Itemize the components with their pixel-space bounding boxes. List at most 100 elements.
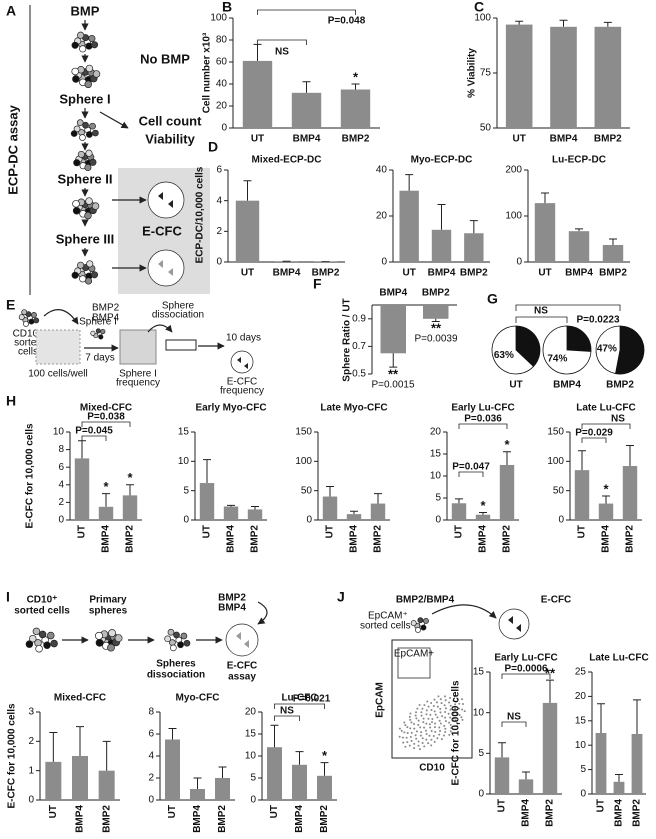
- error-bar: [251, 506, 259, 510]
- annotation: P=0.0015: [371, 380, 415, 391]
- error-bar: [102, 740, 111, 771]
- flow-dot: [439, 730, 442, 733]
- colony: [237, 357, 248, 369]
- annotation: *: [353, 69, 359, 84]
- flow-dot: [438, 726, 441, 729]
- x-tick-label: UT: [251, 134, 264, 145]
- sphere-cell: [28, 318, 35, 325]
- label: BMP2/BMP4: [396, 595, 455, 606]
- chart-title: Myo-ECP-DC: [411, 155, 473, 166]
- sphere-cell: [70, 130, 78, 137]
- bar: [223, 506, 239, 520]
- label: E-CFC: [541, 595, 572, 606]
- error-bar: [522, 771, 530, 780]
- flow-dot: [410, 731, 413, 734]
- flow-dot: [426, 700, 429, 703]
- sphere-cell: [107, 643, 115, 652]
- gate: [397, 647, 431, 679]
- flow-dot: [431, 721, 433, 723]
- flow-dot: [454, 707, 457, 710]
- flow-dot: [430, 744, 433, 747]
- y-tick-label: 0.9: [352, 313, 366, 324]
- x-tick-label: BMP4: [294, 805, 305, 833]
- y-tick-label: 60: [216, 57, 228, 68]
- curved-arrow: [43, 309, 79, 325]
- sphere-cell: [38, 630, 47, 639]
- bracket: [501, 673, 551, 679]
- y-tick-label: 50: [301, 485, 313, 496]
- bar: [622, 466, 638, 520]
- flow-dot: [416, 707, 419, 710]
- y-tick-label: 2: [216, 226, 222, 237]
- sphere-cell: [92, 70, 101, 78]
- flow-dot: [421, 707, 424, 710]
- bar: [518, 779, 534, 794]
- y-tick-label: 40: [216, 79, 228, 90]
- y-tick-label: 0: [221, 123, 227, 134]
- flow-dot: [438, 733, 441, 736]
- x-tick-label: BMP4: [565, 268, 593, 279]
- flow-dot: [462, 703, 465, 706]
- bracket: [501, 721, 527, 727]
- flow-dot: [425, 738, 428, 741]
- y-tick-label: 200: [505, 165, 522, 176]
- flow-dot: [415, 730, 418, 733]
- y-tick-label: 15: [245, 729, 257, 740]
- y-tick-label: 15: [178, 427, 190, 438]
- error-bar: [295, 751, 304, 765]
- sphere-cell: [420, 624, 427, 631]
- sphere-cell: [71, 41, 79, 49]
- pie-slice: [542, 325, 592, 375]
- chart-title: Myo-CFC: [176, 693, 220, 704]
- sphere-cell: [180, 632, 188, 640]
- y-tick-label: 8: [148, 707, 154, 718]
- error-bar: [102, 493, 110, 507]
- y-tick-label: 100: [474, 13, 491, 24]
- sphere-cell: [410, 620, 417, 627]
- annotation: *: [103, 479, 109, 494]
- bar: [235, 200, 260, 262]
- flow-dot: [435, 701, 438, 704]
- annotation: P=0.047: [452, 462, 490, 473]
- label: Sphere I: [79, 317, 117, 328]
- bar: [267, 747, 282, 800]
- error-bar: [302, 81, 311, 93]
- panel-letter: A: [6, 3, 16, 19]
- x-tick-label: BMP4: [614, 799, 625, 827]
- y-tick-label: 0: [306, 515, 312, 526]
- flow-dot: [448, 701, 451, 704]
- y-tick-label: 0.5: [352, 369, 366, 380]
- sphere-cell: [71, 67, 79, 76]
- bracket: [515, 304, 621, 311]
- sphere-cell: [79, 45, 87, 53]
- label: CD10⁺: [27, 595, 58, 606]
- flow-dot: [409, 718, 412, 721]
- flow-dot: [410, 721, 413, 724]
- curved-arrow: [257, 601, 268, 625]
- annotation: NS: [280, 706, 294, 717]
- flow-dot: [406, 741, 409, 744]
- sphere-cell: [89, 158, 97, 166]
- flow-dot: [422, 717, 425, 720]
- sphere-cell: [71, 271, 79, 279]
- error-bar: [270, 724, 279, 748]
- flow-dot: [427, 705, 430, 708]
- flow-dot: [415, 711, 418, 714]
- label: 10 days: [226, 333, 261, 344]
- panel-letter: I: [6, 589, 10, 605]
- y-tick-label: 20: [575, 691, 587, 702]
- sphere-cell: [423, 618, 429, 624]
- pie-title: BMP4: [553, 380, 581, 391]
- flow-dot: [428, 734, 431, 737]
- colony: [158, 260, 173, 276]
- sphere-cell: [183, 639, 191, 647]
- sphere-cell: [21, 309, 28, 316]
- y-tick-label: 150: [547, 427, 564, 438]
- flow-dot: [429, 713, 432, 716]
- bracket: [81, 421, 131, 427]
- dish-2: [165, 339, 197, 351]
- flow-dot: [444, 707, 447, 710]
- bar: [215, 778, 230, 800]
- flow-dot: [433, 726, 436, 729]
- annotation: NS: [534, 306, 548, 317]
